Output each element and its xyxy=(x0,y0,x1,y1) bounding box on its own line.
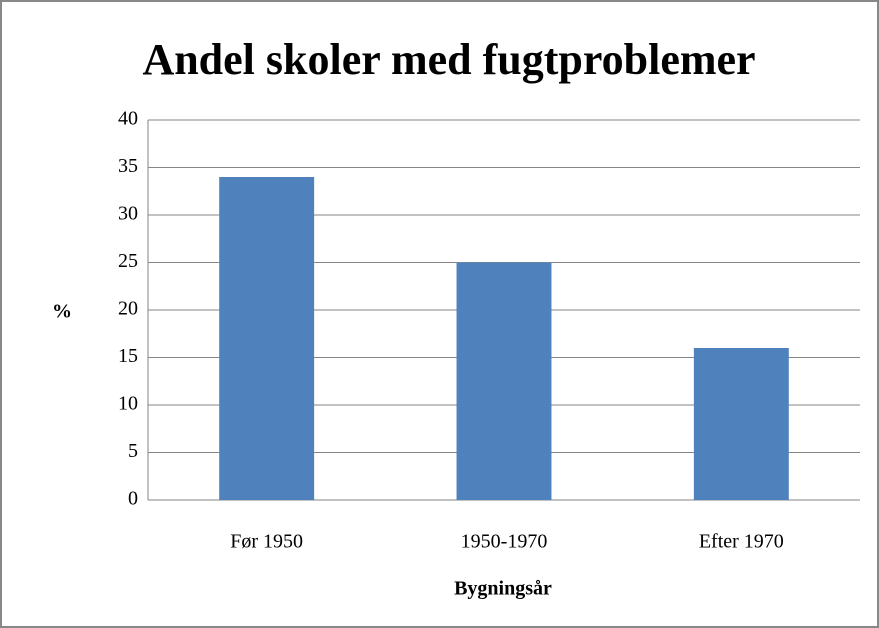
x-tick-label: Efter 1970 xyxy=(699,531,784,553)
y-tick-label: 25 xyxy=(118,250,138,272)
chart-title: Andel skoler med fugtproblemer xyxy=(142,35,755,84)
y-tick-label: 35 xyxy=(118,155,138,177)
y-axis-label: % xyxy=(52,301,72,323)
bar xyxy=(456,262,552,500)
y-tick-label: 0 xyxy=(128,488,138,510)
x-tick-label: Før 1950 xyxy=(230,531,303,553)
y-tick-label: 10 xyxy=(118,393,138,415)
x-axis-label: Bygningsår xyxy=(454,578,552,600)
y-tick-label: 5 xyxy=(128,440,138,462)
y-tick-label: 40 xyxy=(118,108,138,130)
bar xyxy=(693,348,789,500)
y-tick-label: 20 xyxy=(118,298,138,320)
y-tick-label: 30 xyxy=(118,203,138,225)
y-tick-label: 15 xyxy=(118,345,138,367)
bar xyxy=(219,177,315,500)
x-tick-label: 1950-1970 xyxy=(461,531,548,553)
